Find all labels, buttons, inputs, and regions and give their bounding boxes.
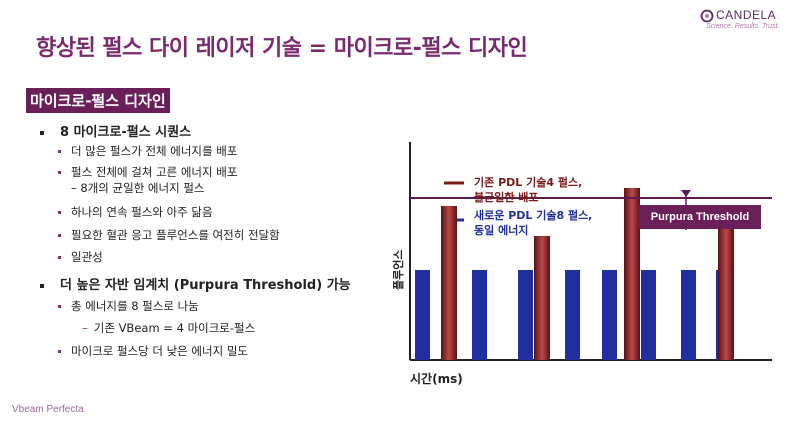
bullet-square-icon bbox=[40, 283, 44, 288]
bullet-continuation: – 8개의 균일한 에너지 펄스 bbox=[71, 181, 205, 195]
candela-logo: CANDELA Science. Results. Trust. bbox=[700, 8, 792, 36]
bullet-level1: 더 높은 자반 임계치 (Purpura Threshold) 가능 bbox=[40, 274, 351, 293]
bullet-dot-icon bbox=[58, 350, 61, 353]
old-pdl-pulse-bar bbox=[624, 188, 640, 360]
slide-title: 향상된 펄스 다이 레이저 기술 = 마이크로-펄스 디자인 bbox=[36, 36, 528, 61]
bullet-level1: 8 마이크로-펄스 시퀀스 bbox=[40, 121, 191, 140]
new-pdl-pulse-bar bbox=[602, 270, 617, 360]
candela-logo-icon bbox=[700, 9, 714, 23]
legend-old-pdl-text: 기존 PDL 기술4 펄스, 불균일한 배포 bbox=[474, 176, 583, 204]
section-title: 마이크로-펄스 디자인 bbox=[26, 88, 170, 113]
bullet-dot-icon bbox=[58, 305, 61, 308]
new-pdl-pulse-bar bbox=[565, 270, 580, 360]
bullet-dot-icon bbox=[58, 256, 61, 259]
new-pdl-pulse-bar bbox=[518, 270, 533, 360]
footer-product-name: Vbeam Perfecta bbox=[12, 404, 84, 415]
old-pdl-pulse-bar bbox=[718, 212, 734, 360]
purpura-threshold-label: Purpura Threshold bbox=[639, 205, 761, 229]
bullet-square-icon bbox=[40, 130, 44, 135]
old-pdl-pulse-bar bbox=[441, 206, 457, 360]
new-pdl-pulse-bar bbox=[681, 270, 696, 360]
new-pdl-pulse-bar bbox=[472, 270, 487, 360]
bullet-level2: 총 에너지를 8 펄스로 나눔 bbox=[58, 298, 199, 314]
bullet-level2: 하나의 연속 펄스와 아주 닮음 bbox=[58, 204, 213, 220]
bullet-dot-icon bbox=[58, 171, 61, 174]
dash-icon: – bbox=[82, 321, 88, 335]
chart-xlabel: 시간(ms) bbox=[410, 372, 463, 386]
bullet-level2: 일관성 bbox=[58, 249, 103, 265]
threshold-arrow-icon bbox=[681, 190, 691, 197]
legend-new-pdl-text: 새로운 PDL 기술8 펄스, 동일 에너지 bbox=[474, 209, 593, 237]
bullet-level2: 더 많은 펄스가 전체 에너지를 배포 bbox=[58, 143, 237, 159]
bullet-level2: 마이크로 펄스당 더 낮은 에너지 밀도 bbox=[58, 343, 248, 359]
logo-name: CANDELA bbox=[716, 8, 777, 22]
pulse-chart bbox=[409, 142, 772, 361]
bullet-level2: 펄스 전체에 걸쳐 고른 에너지 배포 bbox=[58, 164, 237, 180]
new-pdl-pulse-bar bbox=[415, 270, 430, 360]
bullet-dot-icon bbox=[58, 150, 61, 153]
bullet-dot-icon bbox=[58, 211, 61, 214]
bullet-level2: 필요한 혈관 응고 플루언스를 여전히 전달함 bbox=[58, 227, 280, 243]
old-pdl-pulse-bar bbox=[534, 236, 550, 360]
bullet-dot-icon bbox=[58, 234, 61, 237]
new-pdl-pulse-bar bbox=[641, 270, 656, 360]
logo-tagline: Science. Results. Trust. bbox=[706, 23, 780, 30]
bullet-level3: – 기존 VBeam = 4 마이크로-펄스 bbox=[82, 321, 256, 335]
